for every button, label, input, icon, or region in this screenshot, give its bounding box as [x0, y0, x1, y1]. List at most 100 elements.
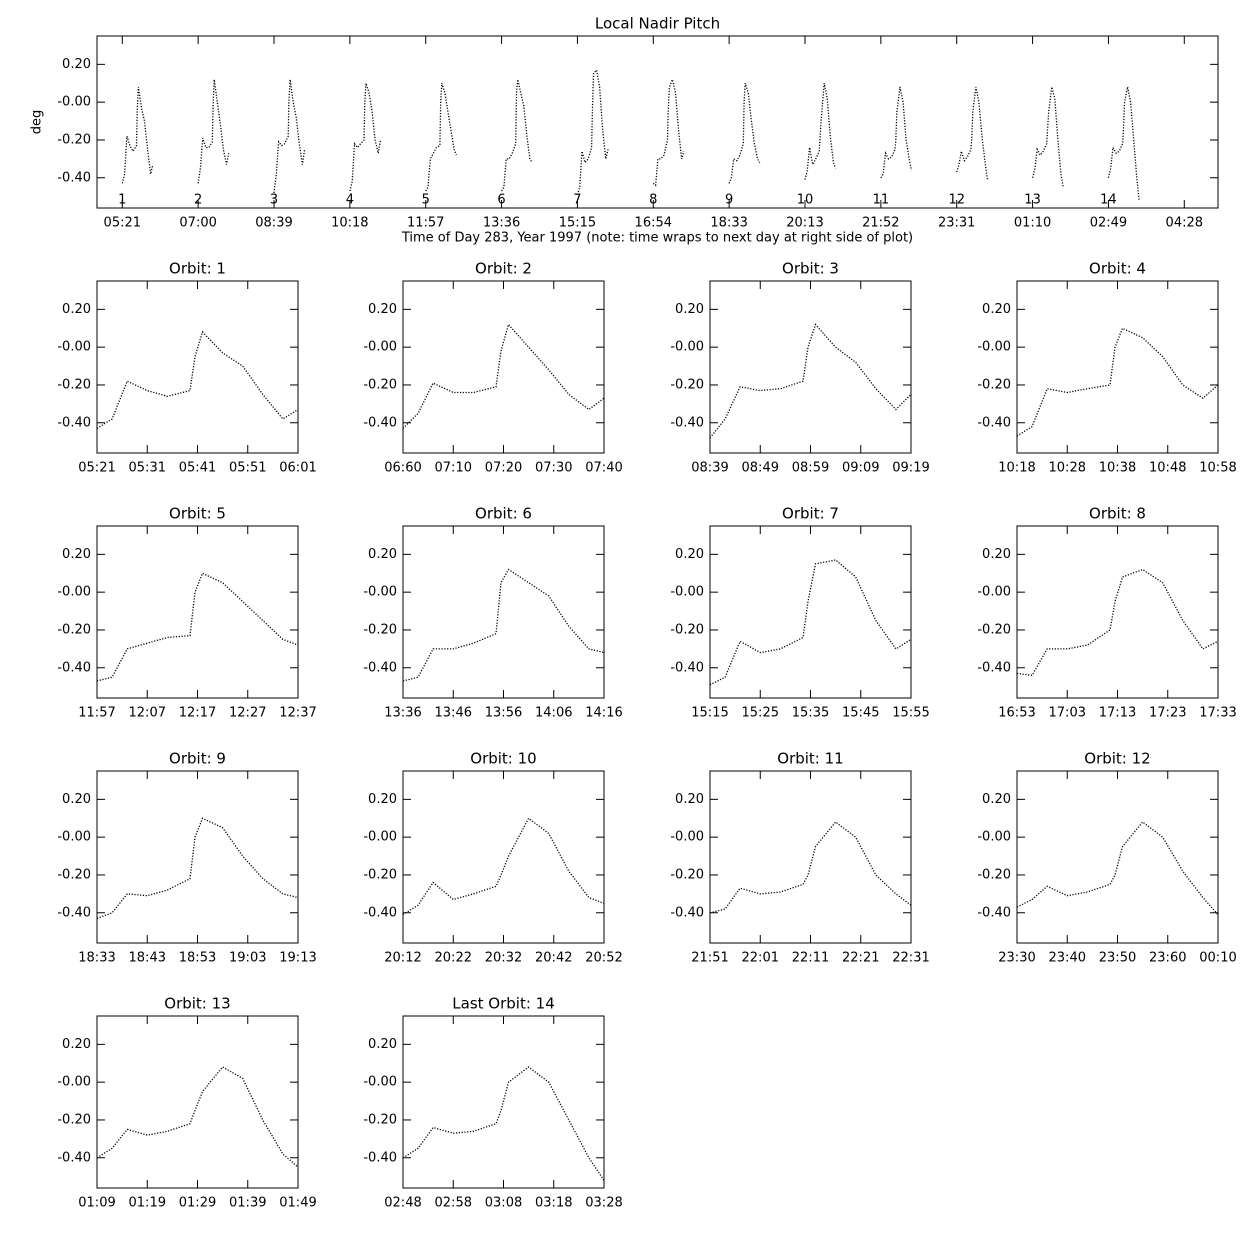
data-trace: [273, 79, 306, 193]
y-tick-label: 0.20: [62, 1037, 91, 1052]
x-tick-label: 15:55: [892, 706, 929, 721]
x-tick-label: 10:38: [1099, 461, 1136, 476]
y-tick-label: -0.20: [57, 1112, 91, 1127]
x-tick-label: 04:28: [1166, 216, 1203, 231]
orbit-label: 4: [346, 193, 354, 208]
x-tick-label: 07:10: [435, 461, 472, 476]
x-tick-label: 22:01: [742, 951, 779, 966]
x-tick-label: 18:43: [129, 951, 166, 966]
x-tick-label: 06:60: [384, 461, 421, 476]
x-tick-label: 09:19: [892, 461, 929, 476]
panel-title: Orbit: 8: [1089, 505, 1146, 523]
plot-frame: [96, 1015, 299, 1189]
orbit-label: 12: [948, 193, 965, 208]
y-tick-label: -0.20: [670, 867, 704, 882]
panel-title: Orbit: 9: [169, 750, 226, 768]
panel-title: Orbit: 10: [470, 750, 536, 768]
x-tick-label: 18:33: [710, 216, 747, 231]
x-tick-label: 17:13: [1099, 706, 1136, 721]
x-tick-label: 19:13: [279, 951, 316, 966]
x-tick-label: 23:31: [938, 216, 975, 231]
y-tick-label: -0.00: [670, 830, 704, 845]
x-tick-label: 12:27: [229, 706, 266, 721]
x-tick-label: 23:50: [1099, 951, 1136, 966]
y-tick-label: -0.20: [363, 1112, 397, 1127]
x-tick-label: 01:10: [1014, 216, 1051, 231]
plot-frame: [709, 525, 912, 699]
x-tick-label: 11:57: [407, 216, 444, 231]
x-tick-label: 07:30: [535, 461, 572, 476]
plot-frame: [1016, 280, 1219, 454]
plot-frame: [96, 280, 299, 454]
x-tick-label: 10:18: [331, 216, 368, 231]
x-tick-label: 22:21: [842, 951, 879, 966]
x-tick-label: 22:11: [792, 951, 829, 966]
y-tick-label: -0.40: [363, 660, 397, 675]
x-tick-label: 02:49: [1090, 216, 1127, 231]
x-tick-label: 13:36: [483, 216, 520, 231]
y-tick-label: -0.40: [670, 660, 704, 675]
y-tick-label: -0.20: [57, 867, 91, 882]
y-tick-label: -0.00: [977, 340, 1011, 355]
orbit-label: 13: [1024, 193, 1041, 208]
x-tick-label: 05:31: [129, 461, 166, 476]
y-tick-label: 0.20: [62, 792, 91, 807]
data-trace: [501, 79, 533, 192]
plot-frame: [1016, 525, 1219, 699]
data-trace: [96, 817, 299, 920]
y-tick-label: 0.20: [675, 792, 704, 807]
plot-frame: [96, 525, 299, 699]
x-tick-label: 02:48: [384, 1196, 421, 1211]
panel-title: Orbit: 12: [1084, 750, 1150, 768]
y-tick-label: 0.20: [675, 547, 704, 562]
x-tick-label: 06:01: [279, 461, 316, 476]
x-tick-label: 21:52: [862, 216, 899, 231]
y-tick-label: -0.40: [670, 905, 704, 920]
y-tick-label: -0.40: [977, 415, 1011, 430]
x-tick-label: 14:16: [585, 706, 622, 721]
panel-title: Orbit: 11: [777, 750, 843, 768]
data-trace: [1016, 327, 1219, 437]
x-tick-label: 13:56: [485, 706, 522, 721]
data-trace: [652, 77, 685, 187]
x-tick-label: 10:48: [1149, 461, 1186, 476]
y-tick-label: 0.20: [982, 547, 1011, 562]
x-tick-label: 13:36: [384, 706, 421, 721]
x-tick-label: 15:45: [842, 706, 879, 721]
panel-title: Orbit: 13: [164, 995, 230, 1013]
y-tick-label: 0.20: [982, 302, 1011, 317]
x-tick-label: 12:37: [279, 706, 316, 721]
y-tick-label: -0.40: [57, 415, 91, 430]
plot-frame: [402, 525, 605, 699]
x-axis-label: Time of Day 283, Year 1997 (note: time w…: [401, 231, 913, 246]
y-tick-label: -0.20: [977, 377, 1011, 392]
x-tick-label: 08:59: [792, 461, 829, 476]
data-trace: [1107, 86, 1140, 201]
plot-frame: [402, 280, 605, 454]
y-tick-label: -0.00: [57, 585, 91, 600]
panel-title: Orbit: 5: [169, 505, 226, 523]
orbit-label: 2: [194, 193, 202, 208]
x-tick-label: 17:03: [1049, 706, 1086, 721]
x-tick-label: 05:51: [229, 461, 266, 476]
y-tick-label: -0.20: [363, 377, 397, 392]
x-tick-label: 09:09: [842, 461, 879, 476]
y-tick-label: -0.20: [670, 377, 704, 392]
x-tick-label: 05:21: [104, 216, 141, 231]
x-tick-label: 21:51: [691, 951, 728, 966]
y-tick-label: -0.20: [57, 377, 91, 392]
y-tick-label: -0.00: [363, 830, 397, 845]
x-tick-label: 20:32: [485, 951, 522, 966]
orbit-label: 10: [797, 193, 814, 208]
x-tick-label: 11:57: [78, 706, 115, 721]
x-tick-label: 05:41: [179, 461, 216, 476]
y-tick-label: -0.40: [977, 660, 1011, 675]
orbit-label: 14: [1100, 193, 1117, 208]
x-tick-label: 00:10: [1199, 951, 1236, 966]
panel-title: Orbit: 6: [475, 505, 532, 523]
x-tick-label: 05:21: [78, 461, 115, 476]
y-tick-label: -0.40: [57, 660, 91, 675]
data-trace: [402, 817, 605, 916]
y-tick-label: -0.00: [977, 585, 1011, 600]
